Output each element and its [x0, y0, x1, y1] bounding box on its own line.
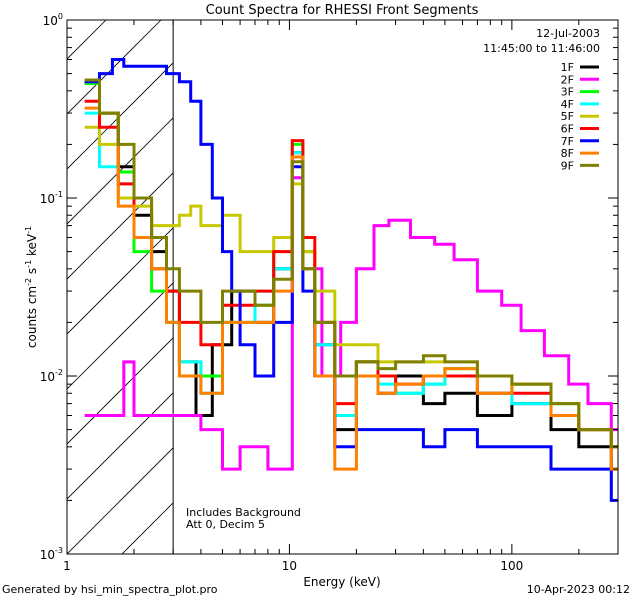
y-tick-label: 100 — [43, 12, 63, 28]
series-line-7F — [84, 58, 618, 502]
y-tick-label: 10-1 — [40, 190, 63, 206]
series-line-5F — [84, 125, 618, 449]
legend-label-7F: 7F — [561, 135, 574, 148]
note-line-2: Att 0, Decim 5 — [186, 518, 265, 531]
legend-label-6F: 6F — [561, 123, 574, 136]
time-range-label: 11:45:00 to 11:46:00 — [483, 42, 600, 55]
x-tick-label: 1 — [63, 559, 71, 573]
hatch-line — [67, 282, 174, 390]
x-tick-label: 10 — [282, 559, 297, 573]
chart-title: Count Spectra for RHESSI Front Segments — [206, 3, 479, 18]
y-axis-label-exp1: -2 — [24, 278, 33, 286]
y-tick-label: 10-3 — [40, 546, 63, 562]
legend-label-8F: 8F — [561, 147, 574, 160]
x-axis-label: Energy (keV) — [303, 575, 380, 589]
series-line-6F — [84, 99, 618, 449]
hatch-line — [287, 20, 640, 554]
legend-label-9F: 9F — [561, 159, 574, 172]
legend-label-3F: 3F — [561, 86, 574, 99]
y-axis-label: counts cm-2 s-1 keV-1 — [24, 226, 39, 348]
hatch-line — [67, 20, 162, 115]
hatch-line — [67, 227, 174, 335]
hatch-line — [67, 62, 174, 170]
hatch-line — [67, 392, 174, 500]
legend-label-4F: 4F — [561, 98, 574, 111]
axis-ticks: 1 10 100 10-3 10-2 10-1 100 — [40, 12, 619, 573]
note-line-1: Includes Background — [186, 506, 301, 519]
y-axis-label-exp3: -1 — [24, 226, 33, 234]
series-line-1F — [84, 80, 618, 471]
background-hatched-region — [67, 20, 640, 554]
footer-timestamp: 10-Apr-2023 00:12 — [526, 583, 630, 596]
legend-label-1F: 1F — [561, 61, 574, 74]
date-label: 12-Jul-2003 — [536, 27, 600, 40]
hatch-line — [67, 447, 174, 554]
y-axis-label-base: counts cm — [25, 286, 39, 348]
spectra-lines — [84, 58, 618, 502]
hatch-line — [397, 20, 640, 554]
y-axis-label-exp2: -1 — [24, 260, 33, 268]
hatch-line — [67, 337, 174, 445]
legend-label-5F: 5F — [561, 110, 574, 123]
hatch-line — [67, 172, 174, 280]
series-line-2F — [84, 176, 618, 471]
legend-label-2F: 2F — [561, 73, 574, 86]
y-tick-label: 10-2 — [40, 368, 63, 384]
footer-generator: Generated by hsi_min_spectra_plot.pro — [2, 583, 218, 596]
x-tick-label: 100 — [500, 559, 523, 573]
y-axis-label-mid: s — [25, 268, 39, 278]
series-line-9F — [84, 78, 618, 449]
hatch-line — [342, 20, 640, 554]
hatch-line — [617, 20, 640, 554]
y-axis-label-mid2: keV — [25, 233, 39, 260]
plot-frame — [66, 19, 619, 555]
series-line-4F — [84, 111, 618, 449]
